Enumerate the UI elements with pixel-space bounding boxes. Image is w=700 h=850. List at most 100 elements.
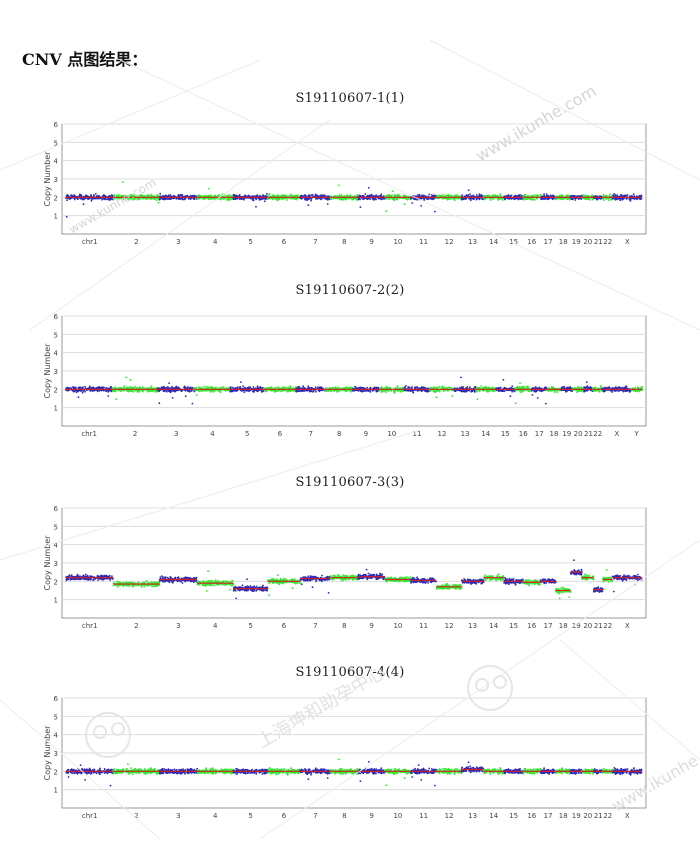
x-tick-label: 2 [134, 238, 138, 246]
data-point [592, 199, 594, 201]
x-tick-label: 12 [438, 430, 447, 438]
data-point [339, 195, 341, 197]
data-point [627, 194, 629, 196]
data-point [122, 181, 124, 183]
x-tick-label: 9 [369, 238, 373, 246]
data-point [346, 194, 348, 196]
x-tick-label: 17 [544, 238, 553, 246]
data-point [603, 194, 605, 196]
data-point [152, 198, 154, 200]
data-point [84, 391, 86, 393]
data-point [222, 193, 224, 195]
data-point [101, 199, 103, 201]
data-point [115, 398, 117, 400]
data-point [171, 198, 173, 200]
data-point [66, 216, 68, 218]
data-point [610, 198, 612, 200]
x-tick-label: 12 [445, 238, 454, 246]
data-point [439, 391, 441, 393]
data-point [310, 200, 312, 202]
y-axis-label: Copy Number [43, 151, 52, 207]
data-point [135, 198, 137, 200]
data-point [107, 395, 109, 397]
data-point [499, 193, 501, 195]
data-point [169, 387, 171, 389]
data-point [132, 390, 134, 392]
y-tick-label: 4 [54, 158, 59, 166]
data-point [438, 386, 440, 388]
data-point [409, 387, 411, 389]
data-point [219, 391, 221, 393]
chart-title: S19110607-1(1) [0, 91, 700, 106]
data-point [479, 193, 481, 195]
data-point [165, 198, 167, 200]
data-point [246, 390, 248, 392]
data-point [487, 195, 489, 197]
data-point [395, 195, 397, 197]
data-point [162, 198, 164, 200]
data-point [316, 198, 318, 200]
data-point [469, 386, 471, 388]
data-point [124, 195, 126, 197]
x-tick-label: 3 [174, 430, 178, 438]
x-tick-label: 13 [468, 238, 477, 246]
data-point [396, 385, 398, 387]
x-tick-label: 5 [248, 238, 252, 246]
data-point [377, 387, 379, 389]
x-tick-label: 4 [210, 430, 215, 438]
data-point [203, 386, 205, 388]
data-point [403, 195, 405, 197]
data-point [327, 203, 329, 205]
data-point [468, 189, 470, 191]
data-point [413, 392, 415, 394]
data-point [274, 195, 276, 197]
data-point [129, 199, 131, 201]
data-point [397, 390, 399, 392]
data-point [366, 387, 368, 389]
data-point [276, 387, 278, 389]
data-point [151, 385, 153, 387]
data-point [359, 387, 361, 389]
data-point [544, 195, 546, 197]
data-point [156, 199, 158, 201]
data-point [158, 402, 160, 404]
data-point [241, 198, 243, 200]
data-point [621, 194, 623, 196]
x-tick-label: chr1 [82, 238, 98, 246]
data-point [364, 198, 366, 200]
data-point [397, 194, 399, 196]
data-point [380, 193, 382, 195]
data-point [411, 202, 413, 204]
data-point [392, 198, 394, 200]
data-point [307, 387, 309, 389]
data-point [555, 198, 557, 200]
data-point [187, 386, 189, 388]
data-point [131, 198, 133, 200]
data-point [434, 211, 436, 213]
data-point [123, 387, 125, 389]
data-point [353, 390, 355, 392]
data-point [188, 198, 190, 200]
data-point [492, 198, 494, 200]
data-point [255, 198, 257, 200]
data-point [404, 203, 406, 205]
data-point [95, 193, 97, 195]
x-tick-label: 8 [342, 238, 346, 246]
data-point [146, 198, 148, 200]
data-point [264, 200, 266, 202]
data-point [490, 199, 492, 201]
data-point [276, 390, 278, 392]
data-point [448, 194, 450, 196]
data-point [370, 391, 372, 393]
data-point [461, 195, 463, 197]
x-tick-label: 4 [213, 238, 218, 246]
data-point [612, 194, 614, 196]
data-point [368, 187, 370, 189]
data-point [366, 198, 368, 200]
data-point [170, 194, 172, 196]
data-point [566, 195, 568, 197]
data-point [450, 198, 452, 200]
data-point [385, 390, 387, 392]
x-tick-label: 6 [278, 430, 283, 438]
